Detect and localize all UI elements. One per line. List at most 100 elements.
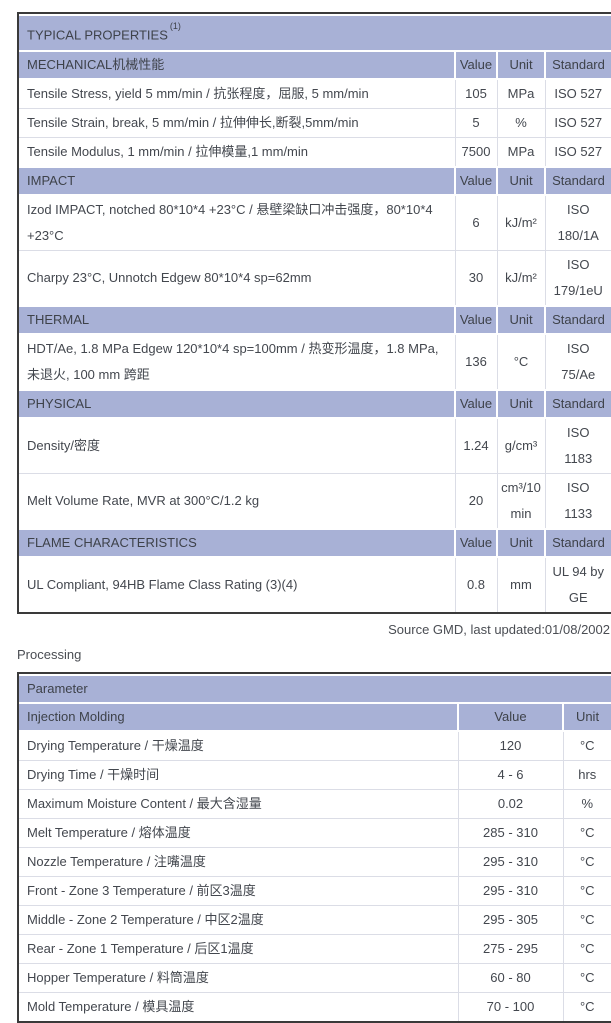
section-header-flame: FLAME CHARACTERISTICS Value Unit Standar… (19, 528, 611, 559)
column-header-value: Value (455, 305, 498, 336)
property-row: UL Compliant, 94HB Flame Class Rating (3… (19, 557, 611, 613)
property-label: HDT/Ae, 1.8 MPa Edgew 120*10*4 sp=100mm … (19, 334, 456, 391)
section-header-thermal: THERMAL Value Unit Standard (19, 305, 611, 336)
parameter-header: Parameter (19, 674, 611, 705)
property-unit: % (497, 108, 546, 139)
processing-unit: °C (563, 876, 611, 907)
processing-value: 120 (458, 731, 564, 762)
processing-row: Front - Zone 3 Temperature / 前区3温度 295 -… (19, 876, 611, 907)
processing-row: Rear - Zone 1 Temperature / 后区1温度 275 - … (19, 934, 611, 965)
property-label: Density/密度 (19, 418, 456, 475)
property-row: Tensile Strain, break, 5 mm/min / 拉伸伸长,断… (19, 108, 611, 139)
property-standard: ISO 179/1eU (545, 250, 611, 307)
processing-value: 60 - 80 (458, 963, 564, 994)
column-header-unit: Unit (497, 389, 546, 420)
processing-label-cell: Drying Temperature / 干燥温度 (19, 731, 459, 762)
typical-properties-grid: TYPICAL PROPERTIES(1) MECHANICAL机械性能 Val… (19, 13, 611, 613)
processing-row: Hopper Temperature / 料筒温度 60 - 80 °C (19, 963, 611, 994)
property-standard: ISO 180/1A (545, 195, 611, 252)
column-header-value: Value (455, 50, 498, 81)
section-name: MECHANICAL机械性能 (19, 50, 456, 81)
property-value: 105 (455, 79, 498, 110)
property-label: Tensile Modulus, 1 mm/min / 拉伸模量,1 mm/mi… (19, 137, 456, 168)
property-label: Charpy 23°C, Unnotch Edgew 80*10*4 sp=62… (19, 250, 456, 307)
property-row: Tensile Stress, yield 5 mm/min / 抗张程度，屈服… (19, 79, 611, 110)
source-note: Source GMD, last updated:01/08/2002 (388, 622, 610, 638)
processing-row: Maximum Moisture Content / 最大含湿量 0.02 % (19, 789, 611, 820)
property-value: 20 (455, 473, 498, 530)
processing-unit: °C (563, 847, 611, 878)
section-header-mechanical: MECHANICAL机械性能 Value Unit Standard (19, 50, 611, 81)
property-standard: ISO 75/Ae (545, 334, 611, 391)
processing-label-cell: Maximum Moisture Content / 最大含湿量 (19, 789, 459, 820)
property-row: Charpy 23°C, Unnotch Edgew 80*10*4 sp=62… (19, 250, 611, 307)
property-unit: mm (497, 557, 546, 613)
property-unit: °C (497, 334, 546, 391)
column-header-value: Value (455, 166, 498, 197)
property-unit: kJ/m² (497, 250, 546, 307)
property-value: 30 (455, 250, 498, 307)
processing-unit: % (563, 789, 611, 820)
processing-label-cell: Nozzle Temperature / 注嘴温度 (19, 847, 459, 878)
property-unit: cm³/10 min (497, 473, 546, 530)
parameter-header-row: Parameter (19, 674, 611, 705)
processing-value: 70 - 100 (458, 992, 564, 1022)
property-standard: UL 94 by GE (552, 564, 605, 606)
processing-value: 295 - 305 (458, 905, 564, 936)
processing-value: 275 - 295 (458, 934, 564, 965)
processing-grid: Parameter Injection Molding Value Unit D… (19, 674, 611, 1022)
processing-value: 295 - 310 (458, 847, 564, 878)
processing-label-cell: Drying Time / 干燥时间 (19, 760, 459, 791)
property-standard: ISO 1133 (545, 473, 611, 530)
property-unit: MPa (497, 79, 546, 110)
column-header-standard: Standard (545, 528, 611, 559)
property-standard: ISO 1183 (545, 418, 611, 475)
property-value: 7500 (455, 137, 498, 168)
property-value: 5 (455, 108, 498, 139)
column-header-standard: Standard (545, 305, 611, 336)
column-header-standard: Standard (545, 389, 611, 420)
table-title-row: TYPICAL PROPERTIES(1) (19, 13, 611, 53)
property-row: Tensile Modulus, 1 mm/min / 拉伸模量,1 mm/mi… (19, 137, 611, 168)
processing-label-cell: Hopper Temperature / 料筒温度 (19, 963, 459, 994)
column-header-unit: Unit (563, 702, 611, 733)
processing-unit: °C (563, 818, 611, 849)
table-title-cell: TYPICAL PROPERTIES(1) (19, 13, 611, 53)
column-header-value: Value (458, 702, 564, 733)
processing-row: Drying Time / 干燥时间 4 - 6 hrs (19, 760, 611, 791)
section-name: FLAME CHARACTERISTICS (19, 528, 456, 559)
processing-table: Parameter Injection Molding Value Unit D… (17, 672, 611, 1023)
property-label: Izod IMPACT, notched 80*10*4 +23°C / 悬壁梁… (19, 195, 456, 252)
section-header-impact: IMPACT Value Unit Standard (19, 166, 611, 197)
property-standard: ISO 527 (545, 137, 611, 168)
section-name: IMPACT (19, 166, 456, 197)
processing-label-cell: Middle - Zone 2 Temperature / 中区2温度 (19, 905, 459, 936)
property-value: 1.24 (455, 418, 498, 475)
processing-value: 0.02 (458, 789, 564, 820)
property-standard: ISO 527 (545, 108, 611, 139)
property-unit: kJ/m² (497, 195, 546, 252)
processing-value: 295 - 310 (458, 876, 564, 907)
property-label: Melt Volume Rate, MVR at 300°C/1.2 kg (19, 473, 456, 530)
processing-label-cell: Front - Zone 3 Temperature / 前区3温度 (19, 876, 459, 907)
column-header-standard: Standard (545, 166, 611, 197)
property-label: Tensile Strain, break, 5 mm/min / 拉伸伸长,断… (19, 108, 456, 139)
processing-value: 4 - 6 (458, 760, 564, 791)
processing-unit: °C (563, 934, 611, 965)
column-header-unit: Unit (497, 305, 546, 336)
property-row: HDT/Ae, 1.8 MPa Edgew 120*10*4 sp=100mm … (19, 334, 611, 391)
section-name: PHYSICAL (19, 389, 456, 420)
property-label: Tensile Stress, yield 5 mm/min / 抗张程度，屈服… (19, 79, 456, 110)
processing-row: Melt Temperature / 熔体温度 285 - 310 °C (19, 818, 611, 849)
processing-section-label: Processing (17, 647, 82, 663)
processing-unit: °C (563, 963, 611, 994)
property-row: Melt Volume Rate, MVR at 300°C/1.2 kg 20… (19, 473, 611, 530)
processing-row: Mold Temperature / 模具温度 70 - 100 °C (19, 992, 611, 1022)
property-value: 0.8 (455, 557, 498, 613)
property-value: 6 (455, 195, 498, 252)
property-standard: ISO 527 (545, 79, 611, 110)
property-row: Density/密度 1.24 g/cm³ ISO 1183 (19, 418, 611, 475)
table-title: TYPICAL PROPERTIES (27, 27, 168, 43)
processing-label-cell: Rear - Zone 1 Temperature / 后区1温度 (19, 934, 459, 965)
